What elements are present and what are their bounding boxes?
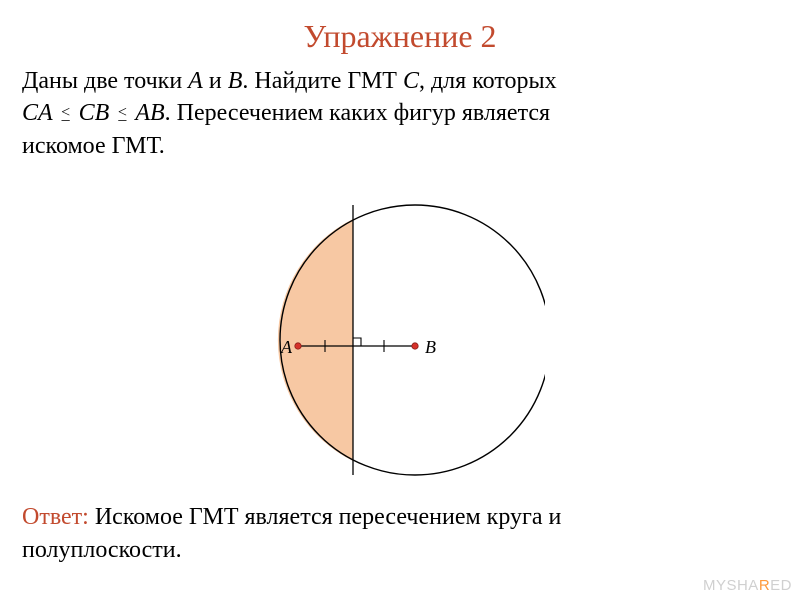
rel-ab: AB xyxy=(135,100,164,126)
text-frag: искомое ГМТ. xyxy=(22,133,165,159)
point-a xyxy=(295,343,301,349)
answer-text-2: полуплоскости. xyxy=(22,537,182,563)
wm-part: R xyxy=(759,577,770,594)
label-a: A xyxy=(280,337,293,357)
text-frag: . Пересечением каких фигур является xyxy=(165,100,550,126)
var-C: C xyxy=(403,68,419,94)
geometry-diagram: A B xyxy=(245,195,545,485)
text-frag: . Найдите ГМТ xyxy=(242,68,403,94)
var-B: B xyxy=(228,68,243,94)
text-frag: и xyxy=(203,68,228,94)
watermark: MYSHARED xyxy=(703,577,792,594)
right-angle-icon xyxy=(353,338,361,346)
page-title: Упражнение 2 xyxy=(0,0,800,55)
var-A: A xyxy=(188,68,203,94)
rel-cb: CB xyxy=(79,100,110,126)
label-b: B xyxy=(425,337,436,357)
wm-part: ED xyxy=(770,577,792,594)
answer-block: Ответ: Искомое ГМТ является пересечением… xyxy=(22,501,782,566)
le-icon: <_ xyxy=(59,97,73,129)
le-bot: _ xyxy=(59,104,73,126)
title-text: Упражнение 2 xyxy=(303,18,496,54)
wm-part: MYSHA xyxy=(703,577,759,594)
text-frag: , для которых xyxy=(419,68,557,94)
rel-ca: CA xyxy=(22,100,53,126)
problem-statement: Даны две точки A и B. Найдите ГМТ C, для… xyxy=(0,55,800,162)
answer-text: Искомое ГМТ является пересечением круга … xyxy=(89,504,562,530)
point-b xyxy=(412,343,418,349)
le-bot: _ xyxy=(115,104,129,126)
text-frag: Даны две точки xyxy=(22,68,188,94)
le-icon: <_ xyxy=(115,97,129,129)
answer-prefix: Ответ: xyxy=(22,504,89,530)
